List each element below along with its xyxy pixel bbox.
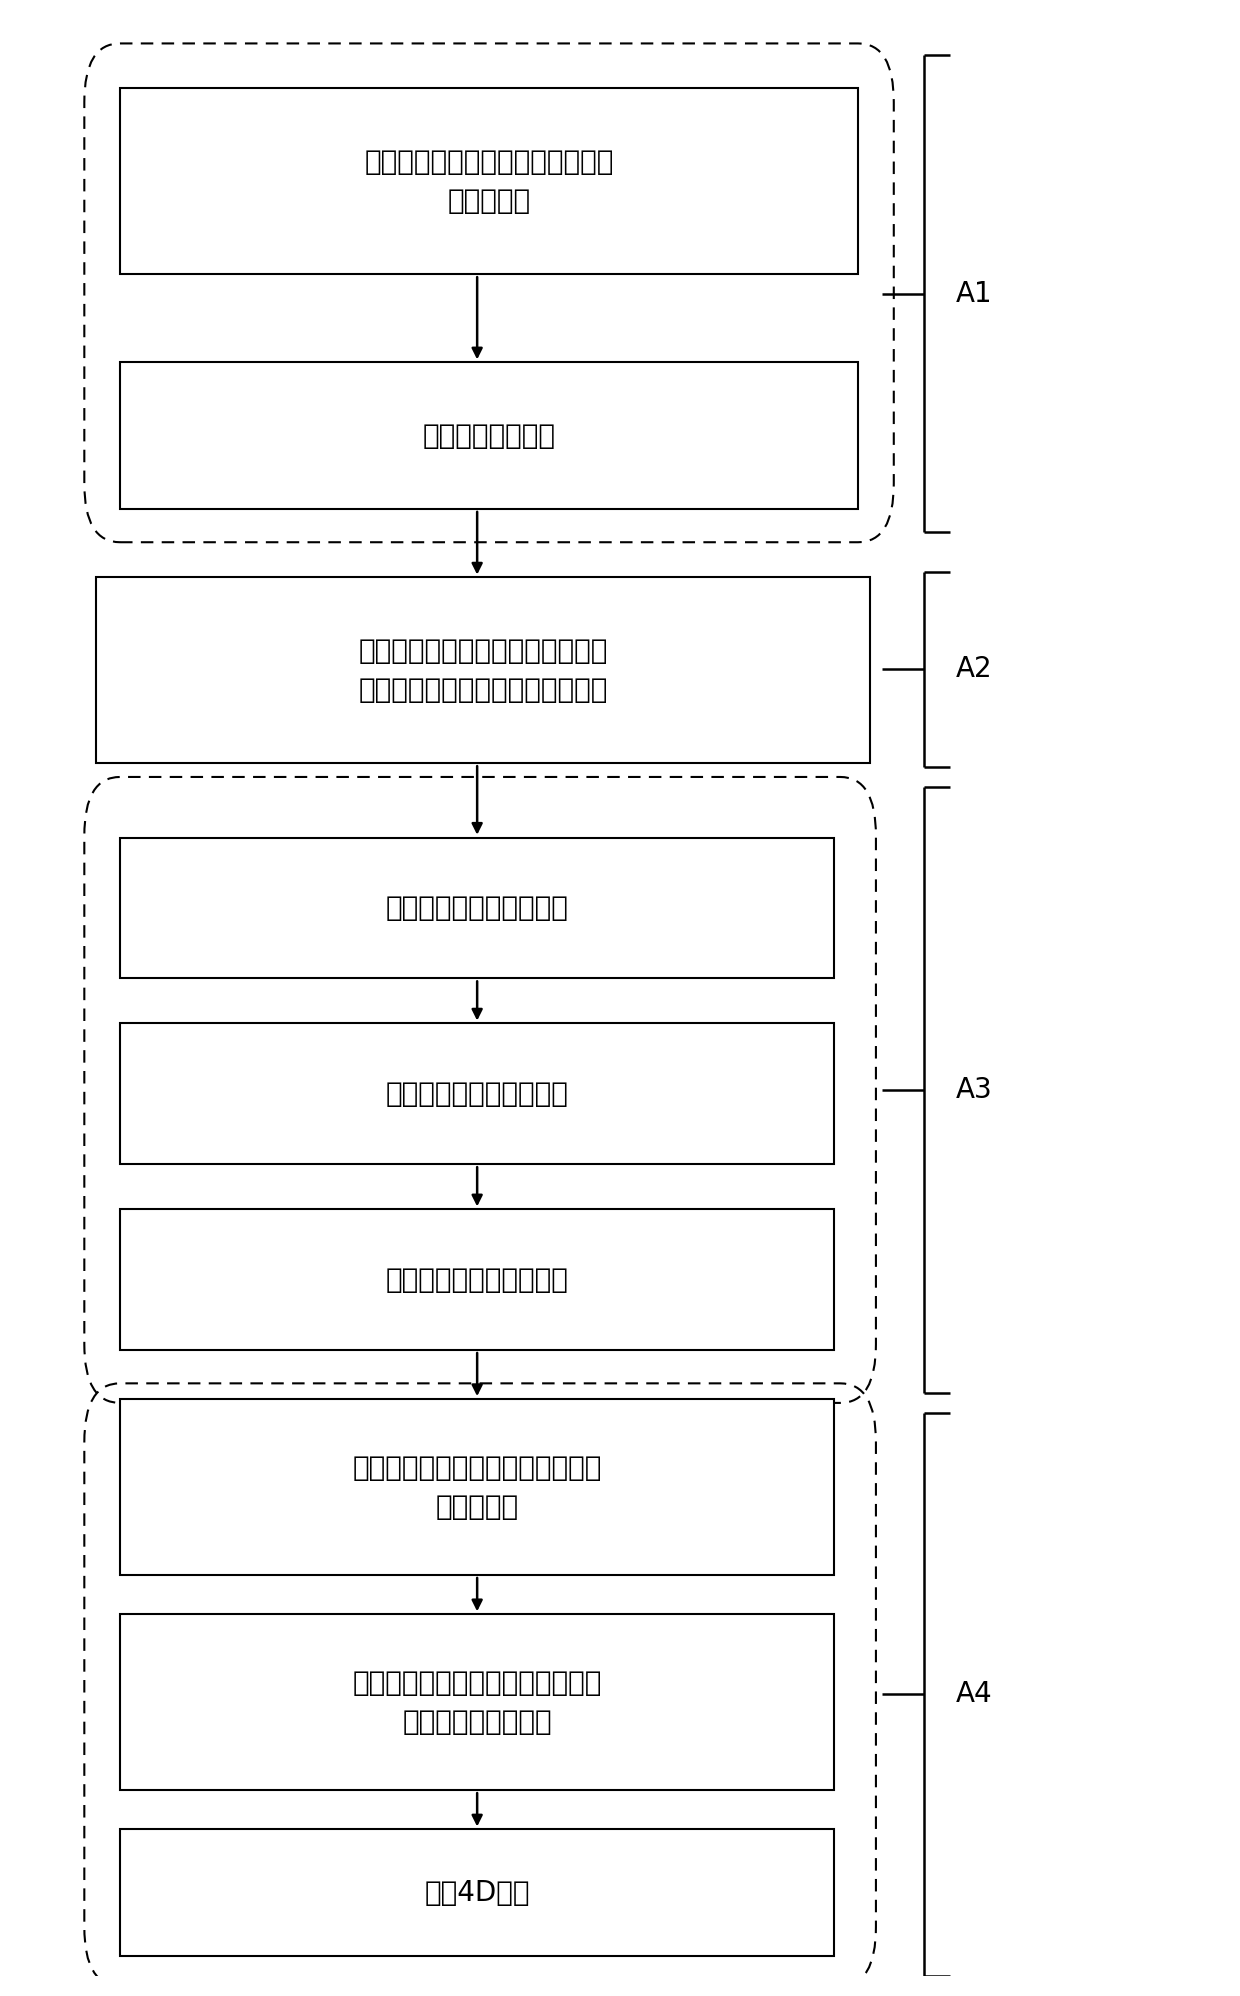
FancyBboxPatch shape	[120, 1615, 835, 1790]
Text: 计算边缘子孔径图像和中心子孔径
图像之间的变换矩阵: 计算边缘子孔径图像和中心子孔径 图像之间的变换矩阵	[352, 1669, 601, 1737]
Text: 对光场焦栈中每一深度层进行焦距
一致性匹配: 对光场焦栈中每一深度层进行焦距 一致性匹配	[365, 148, 614, 216]
FancyBboxPatch shape	[120, 1210, 835, 1349]
FancyBboxPatch shape	[97, 577, 870, 762]
Text: A3: A3	[956, 1076, 992, 1104]
Text: A1: A1	[956, 279, 992, 307]
Text: A2: A2	[956, 655, 992, 683]
FancyBboxPatch shape	[120, 1828, 835, 1956]
Text: 映射4D光场: 映射4D光场	[424, 1878, 529, 1906]
FancyBboxPatch shape	[120, 1024, 835, 1164]
Text: 建立局部映射的权值矩阵: 建立局部映射的权值矩阵	[386, 1080, 569, 1108]
Text: A4: A4	[956, 1681, 992, 1709]
Text: 分别对光场子孔径图像和焦距一致
图像进行特征点提取、匹配和筛选: 分别对光场子孔径图像和焦距一致 图像进行特征点提取、匹配和筛选	[358, 637, 608, 705]
FancyBboxPatch shape	[120, 838, 835, 978]
Text: 预测全局单应性变换矩阵: 预测全局单应性变换矩阵	[386, 894, 569, 922]
Text: 合成焦距一致图像: 合成焦距一致图像	[423, 421, 556, 449]
FancyBboxPatch shape	[120, 88, 858, 273]
Text: 根据最优单应性变换矩阵映射中心
子孔径图像: 根据最优单应性变换矩阵映射中心 子孔径图像	[352, 1453, 601, 1521]
FancyBboxPatch shape	[120, 1399, 835, 1575]
FancyBboxPatch shape	[120, 363, 858, 509]
Text: 预测最优单应性变换矩阵: 预测最优单应性变换矩阵	[386, 1265, 569, 1293]
